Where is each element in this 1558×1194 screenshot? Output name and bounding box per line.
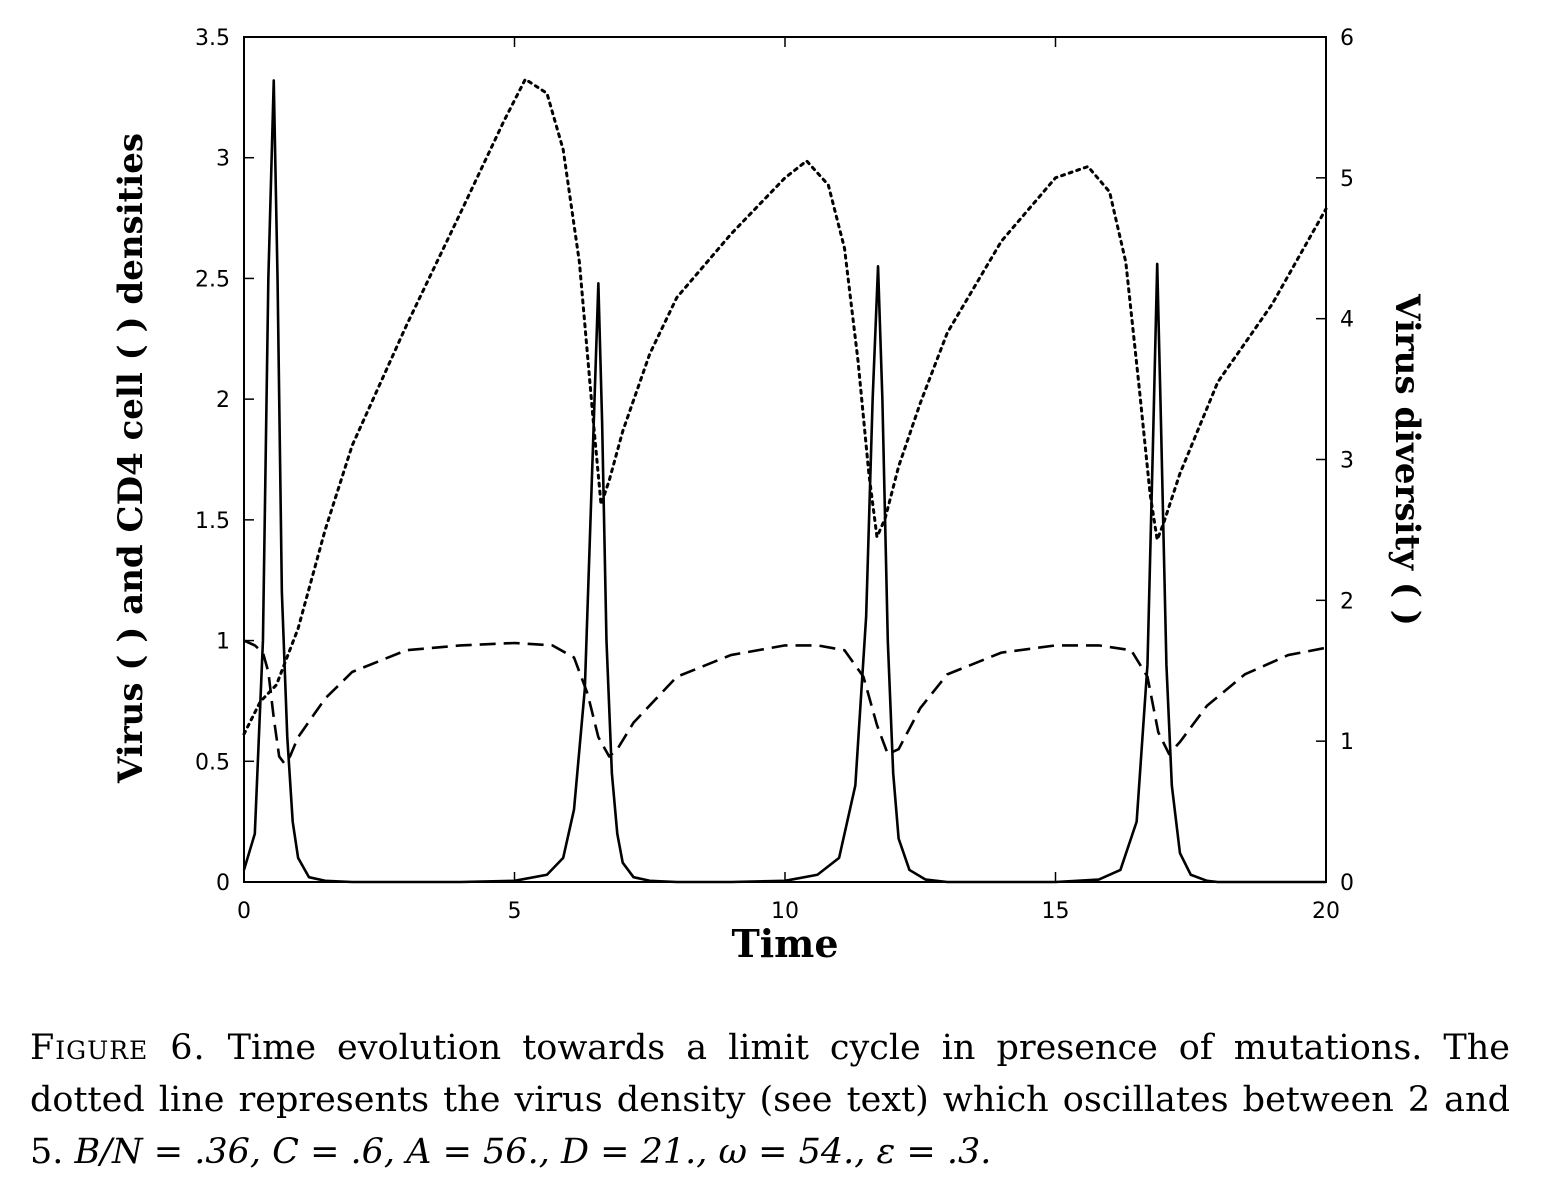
y-right-axis-title: Virus diversity ( ) bbox=[1387, 293, 1427, 626]
x-tick-label: 10 bbox=[771, 899, 799, 924]
y-right-tick-label: 0 bbox=[1340, 871, 1354, 896]
x-tick-label: 5 bbox=[508, 899, 522, 924]
y-left-axis-title: Virus ( ) and CD4 cell ( ) densities bbox=[111, 133, 151, 784]
y-left-tick-label: 0 bbox=[216, 871, 230, 896]
y-left-tick-label: 1 bbox=[216, 630, 230, 655]
y-right-tick-label: 6 bbox=[1340, 26, 1354, 51]
series-line-solid bbox=[242, 79, 1326, 884]
y-left-tick-label: 0.5 bbox=[195, 750, 230, 775]
y-right-tick-label: 5 bbox=[1340, 167, 1354, 192]
series-line-dashed bbox=[243, 639, 1327, 766]
caption-text: Time evolution towards a limit cycle in … bbox=[30, 1028, 1510, 1172]
series-line-dotted bbox=[242, 77, 1328, 736]
plot-area bbox=[242, 36, 1328, 884]
x-tick-label: 20 bbox=[1312, 899, 1340, 924]
figure-label: Figure 6. bbox=[30, 1028, 206, 1068]
x-tick-label: 0 bbox=[237, 899, 251, 924]
ticks-layer bbox=[243, 36, 1327, 883]
y-left-tick-label: 3 bbox=[216, 147, 230, 172]
plot-frame bbox=[243, 36, 1327, 883]
y-right-tick-label: 3 bbox=[1340, 449, 1354, 474]
y-left-tick-label: 1.5 bbox=[195, 509, 230, 534]
y-left-tick-label: 2 bbox=[216, 388, 230, 413]
y-right-tick-label: 4 bbox=[1340, 308, 1354, 333]
x-axis-title: Time bbox=[731, 921, 838, 966]
series-layer bbox=[242, 77, 1328, 884]
caption-params: B/N = .36, C = .6, A = 56., D = 21., ω =… bbox=[74, 1132, 992, 1172]
x-tick-label: 15 bbox=[1042, 899, 1070, 924]
y-right-tick-label: 2 bbox=[1340, 589, 1354, 614]
y-left-tick-label: 3.5 bbox=[195, 26, 230, 51]
figure-caption: Figure 6. Time evolution towards a limit … bbox=[30, 1022, 1510, 1178]
y-left-tick-label: 2.5 bbox=[195, 267, 230, 292]
y-right-tick-label: 1 bbox=[1340, 730, 1354, 755]
